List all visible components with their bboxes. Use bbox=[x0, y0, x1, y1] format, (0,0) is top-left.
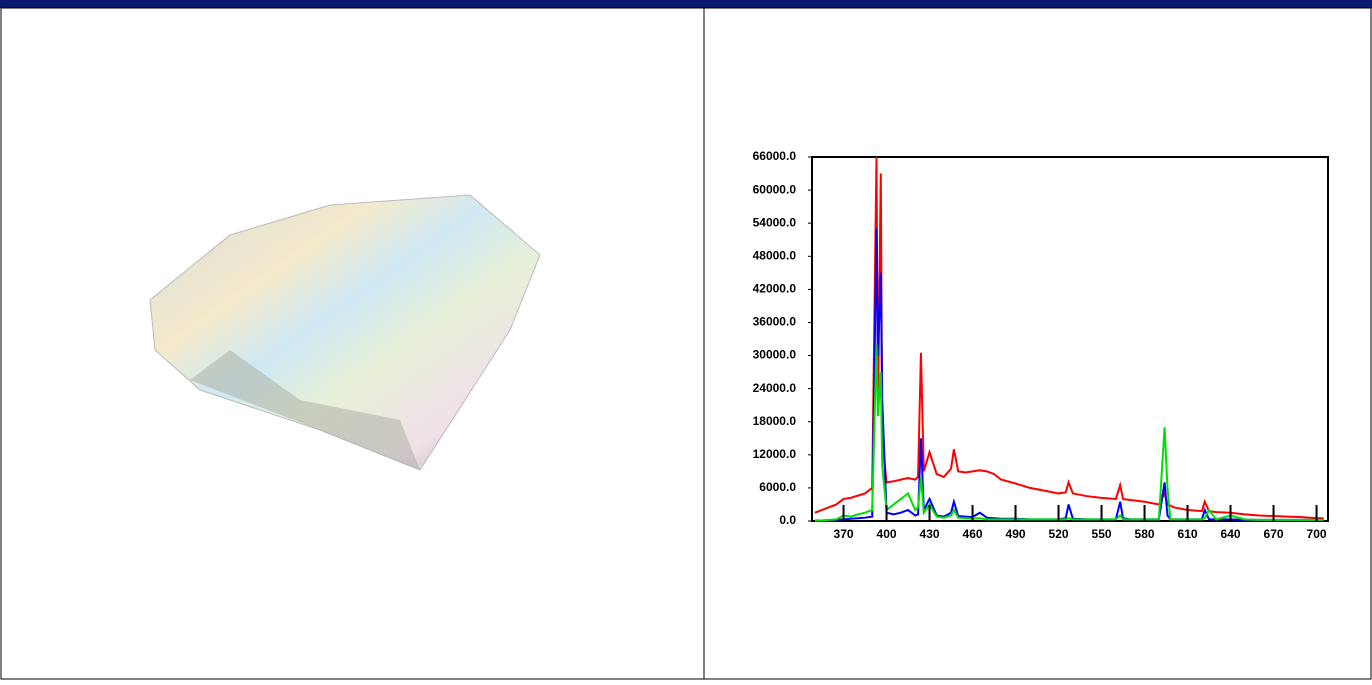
y-tick-label: 66000.0 bbox=[753, 149, 797, 163]
y-tick-label: 0.0 bbox=[779, 513, 796, 527]
x-tick-label: 370 bbox=[834, 527, 854, 541]
x-tick-label: 490 bbox=[1006, 527, 1026, 541]
x-tick-label: 550 bbox=[1092, 527, 1112, 541]
y-tick-label: 36000.0 bbox=[753, 315, 797, 329]
chart-cell bbox=[704, 8, 1371, 679]
x-tick-label: 700 bbox=[1307, 527, 1327, 541]
x-tick-label: 520 bbox=[1049, 527, 1069, 541]
y-tick-label: 12000.0 bbox=[753, 447, 797, 461]
y-tick-label: 60000.0 bbox=[753, 182, 797, 196]
x-tick-label: 430 bbox=[920, 527, 940, 541]
x-tick-label: 670 bbox=[1264, 527, 1284, 541]
x-tick-label: 640 bbox=[1221, 527, 1241, 541]
y-tick-label: 42000.0 bbox=[753, 282, 797, 296]
y-tick-label: 6000.0 bbox=[759, 480, 796, 494]
x-tick-label: 460 bbox=[963, 527, 983, 541]
x-tick-label: 610 bbox=[1178, 527, 1198, 541]
y-tick-label: 48000.0 bbox=[753, 248, 797, 262]
x-tick-label: 400 bbox=[877, 527, 897, 541]
y-tick-label: 24000.0 bbox=[753, 381, 797, 395]
y-tick-label: 18000.0 bbox=[753, 414, 797, 428]
x-tick-label: 580 bbox=[1135, 527, 1155, 541]
page: 0.0 6000.0 12000.0 18000.0 24000.0 30000.0 360… bbox=[0, 0, 1372, 680]
screen: 0.0 6000.0 12000.0 18000.0 24000.0 30000.0 360… bbox=[0, 0, 1372, 680]
top-bar bbox=[0, 0, 1372, 8]
y-tick-label: 54000.0 bbox=[753, 215, 797, 229]
y-tick-label: 30000.0 bbox=[753, 348, 797, 362]
